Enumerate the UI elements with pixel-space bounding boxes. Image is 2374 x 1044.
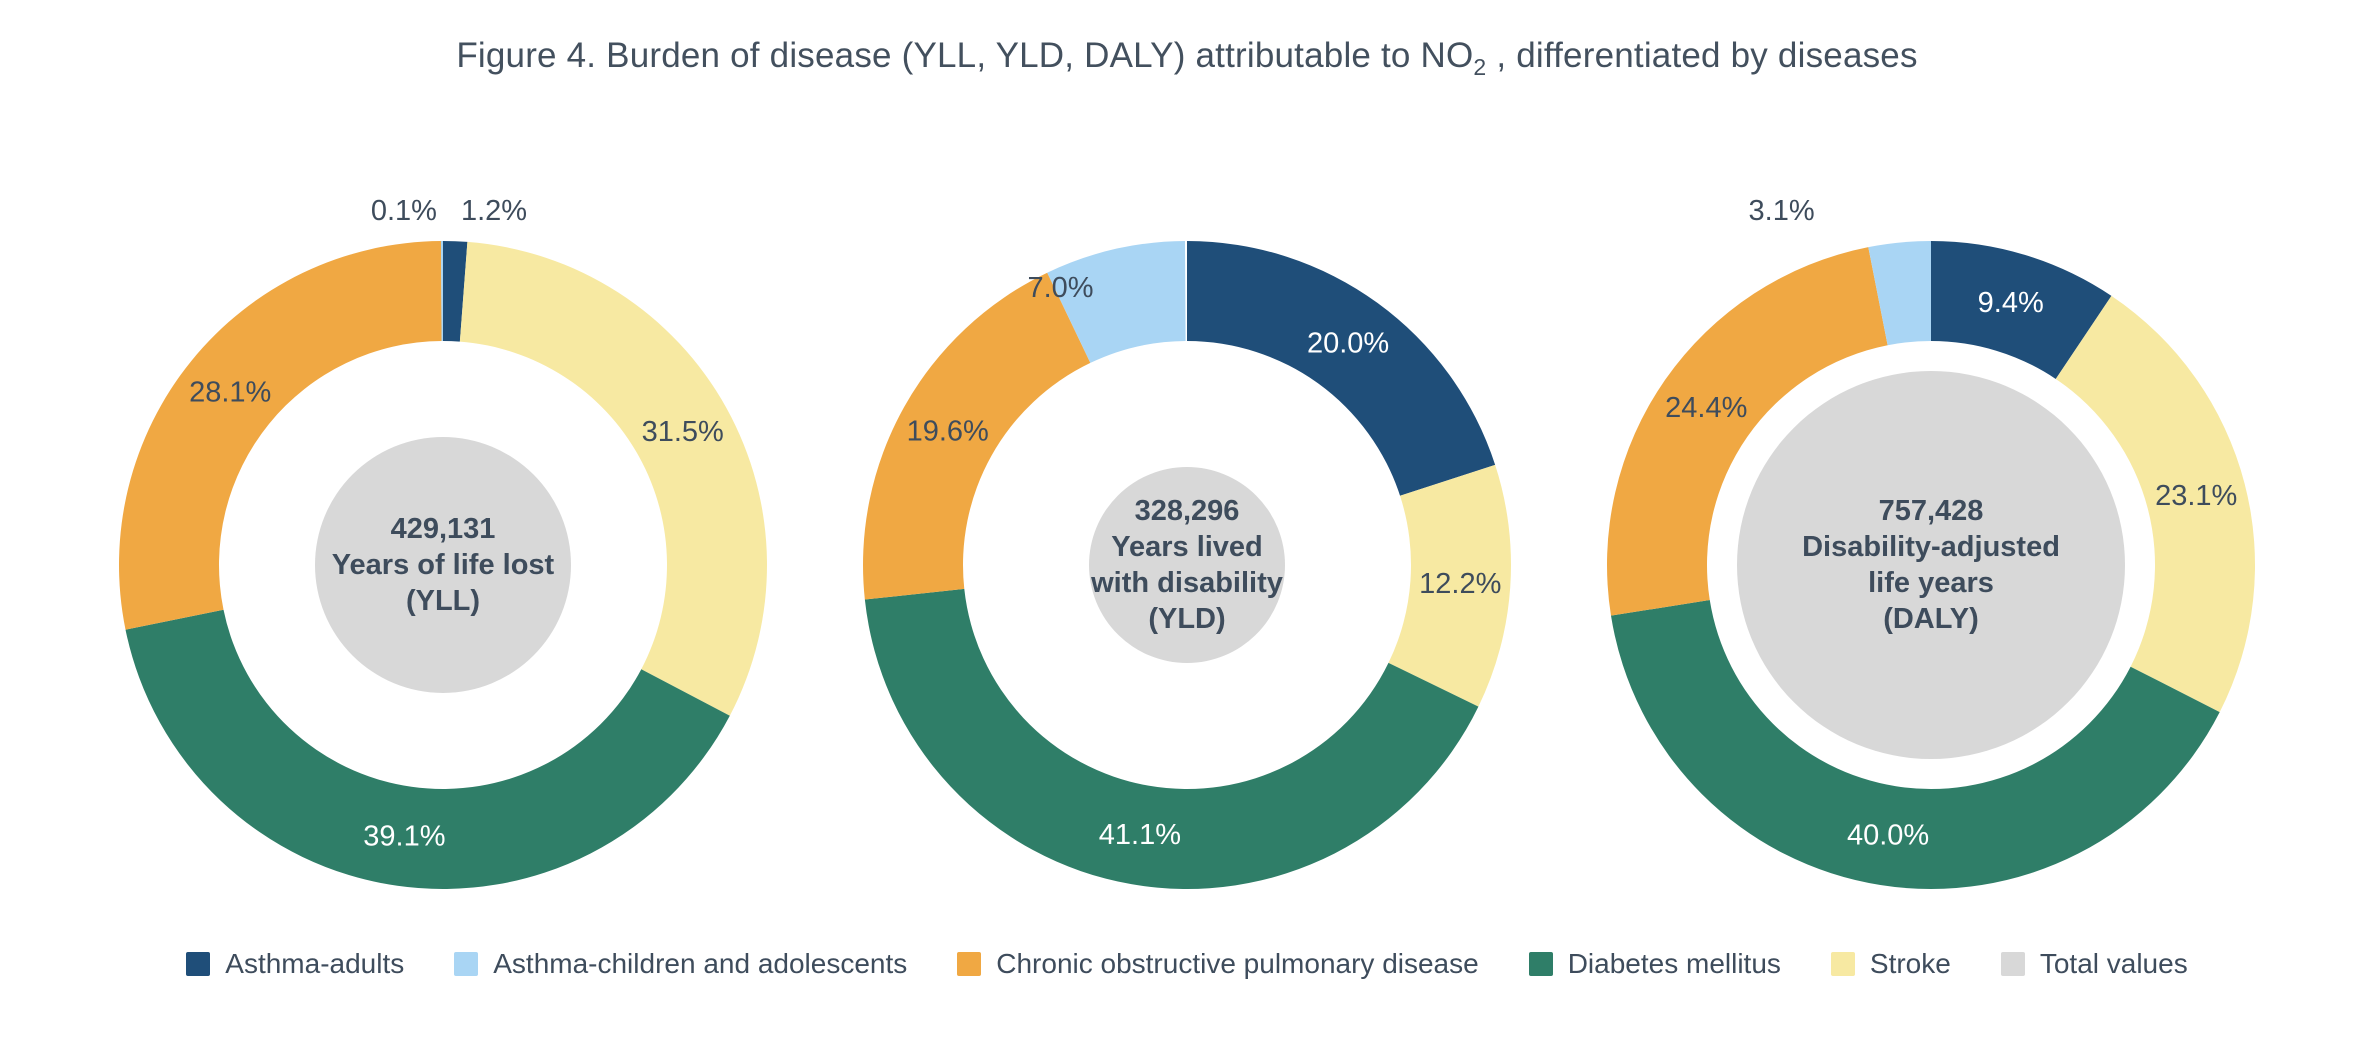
donut-segment-stroke [459,241,767,716]
segment-percent-label: 39.1% [363,820,445,852]
legend-item-asthma_children: Asthma-children and adolescents [454,948,907,980]
donut-center-text-line: with disability [1090,567,1283,599]
total-values-circle [1737,371,2125,759]
legend-item-diabetes: Diabetes mellitus [1528,948,1781,980]
legend-label: Stroke [1869,948,1951,979]
donut-segment-copd [863,272,1091,600]
charts-row: 429,131 Years of life lost (YLL) 1.2% 31.5% 3… [71,130,2303,920]
segment-percent-label: 23.1% [2155,480,2237,512]
donut-center-text-line: 328,296 [1135,495,1240,527]
legend-label: Asthma-adults [225,948,405,979]
legend-swatch-total [2000,952,2025,976]
total-values-circle [1089,467,1285,663]
segment-percent-label: 40.0% [1847,820,1929,852]
legend-swatch-asthma_children [454,952,479,976]
segment-percent-label: 1.2% [461,195,527,227]
legend-label: Chronic obstructive pulmonary disease [996,948,1479,979]
legend: Asthma-adults Asthma-children and adolesc… [0,948,2374,980]
donut-center-text-line: 757,428 [1879,495,1984,527]
donut-segment-copd [119,241,442,630]
donut-segment-diabetes [864,588,1479,890]
donut-segment-asthma_adults [1187,241,1496,496]
donut-center-text-line: (DALY) [1883,603,1979,635]
figure-title-subscript: 2 [1473,54,1487,80]
total-values-circle [315,437,571,693]
segment-percent-label: 19.6% [907,416,989,448]
donut-segment-stroke [2055,295,2256,713]
legend-item-asthma_adults: Asthma-adults [186,948,404,980]
donut-center-text-line: (YLD) [1148,603,1225,635]
donut-segment-asthma_adults [1931,241,2112,379]
donut-segment-asthma_children [1047,241,1186,363]
donut-segment-asthma_children [440,241,443,341]
figure-title-suffix: , differentiated by diseases [1486,36,1918,75]
legend-swatch-diabetes [1528,952,1553,976]
legend-item-stroke: Stroke [1830,948,1951,980]
segment-percent-label: 24.4% [1665,392,1747,424]
donut-chart-yld: 328,296 Years lived with disability (YLD) 20… [815,130,1559,920]
donut-svg-daly: 757,428 Disability-adjusted life years (DAL… [1607,195,2256,890]
donut-center-text-line: Disability-adjusted [1802,531,2060,563]
donut-center-text-line: Years of life lost [332,549,555,581]
segment-percent-label: 31.5% [642,416,724,448]
legend-item-total: Total values [2000,948,2188,980]
figure-title: Figure 4. Burden of disease (YLL, YLD, D… [0,36,2374,87]
segment-percent-label: 7.0% [1027,272,1093,304]
donut-segment-stroke [1388,464,1512,707]
segment-percent-label: 9.4% [1978,287,2044,319]
donut-chart-yll: 429,131 Years of life lost (YLL) 1.2% 31.5% 3… [71,130,815,920]
figure-title-text: Figure 4. Burden of disease (YLL, YLD, D… [456,36,1474,75]
segment-percent-label: 12.2% [1419,568,1501,600]
donut-segment-copd [1607,247,1888,616]
segment-percent-label: 28.1% [189,376,271,408]
donut-center-text-line: 429,131 [391,513,496,545]
legend-label: Diabetes mellitus [1567,948,1781,979]
donut-center-text-line: life years [1868,567,1994,599]
segment-percent-label: 0.1% [371,195,437,227]
donut-chart-daly: 757,428 Disability-adjusted life years (DAL… [1559,130,2303,920]
donut-svg-yll: 429,131 Years of life lost (YLL) 1.2% 31.5% 3… [119,195,767,889]
segment-percent-label: 41.1% [1099,819,1181,851]
donut-segment-asthma_adults [443,241,468,342]
segment-percent-label: 3.1% [1749,195,1815,227]
donut-segment-diabetes [1610,600,2220,890]
legend-label: Total values [2039,948,2188,979]
segment-percent-label: 20.0% [1307,327,1389,359]
donut-segment-asthma_children [1868,241,1931,346]
legend-label: Asthma-children and adolescents [493,948,908,979]
legend-swatch-asthma_adults [186,952,211,976]
legend-swatch-stroke [1830,952,1855,976]
legend-swatch-copd [957,952,982,976]
donut-center-text-line: (YLL) [406,585,480,617]
donut-svg-yld: 328,296 Years lived with disability (YLD) 20… [863,241,1512,890]
donut-segment-diabetes [125,609,730,889]
legend-item-copd: Chronic obstructive pulmonary disease [957,948,1479,980]
donut-center-text-line: Years lived [1111,531,1263,563]
